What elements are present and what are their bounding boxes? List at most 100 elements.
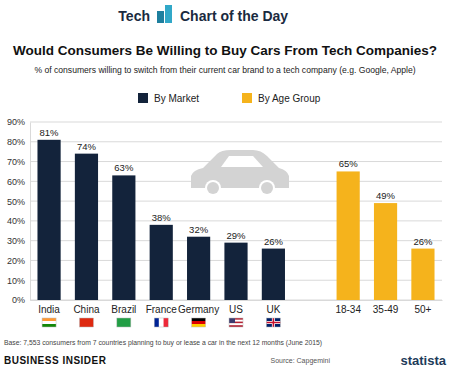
y-tick: 70% [7,157,30,167]
flags [42,318,280,327]
plot: 0% 10% 20% 30% 40% 50% 60% 70% 80% 90% India China B… [7,117,443,327]
x-tick-label: Germany [178,304,219,315]
bar [262,249,285,300]
x-tick-label: US [229,304,243,315]
header-right: Chart of the Day [180,8,288,24]
x-axis-line [31,300,443,301]
publisher: BUSINESS INSIDER [4,355,107,366]
y-tick-label: 30% [7,236,25,246]
legend-label: By Age Group [258,93,321,104]
x-tick: India [38,300,60,315]
y-tick: 0% [12,295,30,305]
header-icon [157,5,172,23]
y-tick: 20% [7,256,30,266]
flag-border [42,318,56,327]
y-tick: 80% [7,137,30,147]
data-label: 74% [77,141,97,152]
legend-item: By Market [138,93,199,104]
brand: statista [400,353,446,368]
flag [79,318,93,327]
x-tick: UK [266,300,280,315]
x-tick: Brazil [111,300,136,315]
flag-part [192,324,206,327]
flag [42,318,56,327]
legend: By Market By Age Group [138,93,321,104]
data-label: 63% [114,162,134,173]
bar [374,203,397,300]
x-tick-label: 18-34 [335,304,361,315]
data-label: 49% [376,190,396,201]
x-tick-label: 50+ [414,304,431,315]
flag-part [154,318,159,327]
flag-part [273,318,275,327]
flag-part [266,318,280,327]
x-tick-label: India [38,304,60,315]
flag [229,318,243,327]
flag-border [154,318,168,327]
note: Base: 7,553 consumers from 7 countries p… [4,339,322,347]
icon-bar [157,11,164,23]
icon-bar [165,5,172,23]
grid [30,122,442,300]
data-label: 26% [413,236,433,247]
y-tick-label: 90% [7,117,25,127]
flag-part [117,318,131,327]
y-tick-label: 10% [7,276,25,286]
flag-part [159,318,164,327]
x-tick: 35-49 [373,300,399,315]
x-tick-label: China [73,304,100,315]
flag-border [229,318,243,327]
flag-border [117,318,131,327]
car-wheel [205,180,221,196]
bar [37,140,60,300]
data-labels: 81%74%63%38%32%29%26%65%49%26% [40,127,433,247]
flag-border [266,318,280,327]
flag [117,318,131,327]
bar [187,237,210,300]
flag-part [79,318,93,327]
x-tick: France [146,300,178,315]
x-tick: Germany [178,300,219,315]
y-tick: 10% [7,276,30,286]
car-wheel [261,182,273,194]
bar [150,225,173,300]
grid-line [30,122,442,123]
car-body [191,150,289,188]
x-tick: China [73,300,100,315]
bar [337,171,360,300]
chart: TechChart of the DayWould Consumers Be W… [0,0,450,375]
car-window [221,156,263,167]
y-tick: 90% [7,117,30,127]
data-label: 38% [152,212,172,223]
legend-swatch [242,93,252,103]
x-tick-label: France [146,304,178,315]
y-axis-line [30,123,31,301]
y-tick: 30% [7,236,30,246]
x-tick: 18-34 [335,300,361,315]
data-label: 65% [339,158,359,169]
flag-part [42,324,56,327]
flag-part [229,323,243,325]
source: Source: Capgemini [270,357,330,365]
x-tick-label: 35-49 [373,304,399,315]
y-tick: 60% [7,177,30,187]
data-label: 32% [189,224,209,235]
bar [75,154,98,300]
car-icon [191,150,289,196]
subtitle: % of consumers willing to switch from th… [34,65,415,75]
bar [411,249,434,300]
y-tick: 40% [7,216,30,226]
flag-part [192,318,206,321]
flag-part [42,318,56,321]
title: Would Consumers Be Willing to Buy Cars F… [13,43,437,58]
legend-label: By Market [154,93,199,104]
y-tick-label: 0% [12,295,25,305]
bar [112,175,135,300]
flag [266,318,280,327]
y-tick-label: 20% [7,256,25,266]
flag [192,318,206,327]
bar [224,243,247,300]
y-tick-label: 40% [7,216,25,226]
x-tick-label: Brazil [111,304,136,315]
y-tick-label: 50% [7,196,25,206]
